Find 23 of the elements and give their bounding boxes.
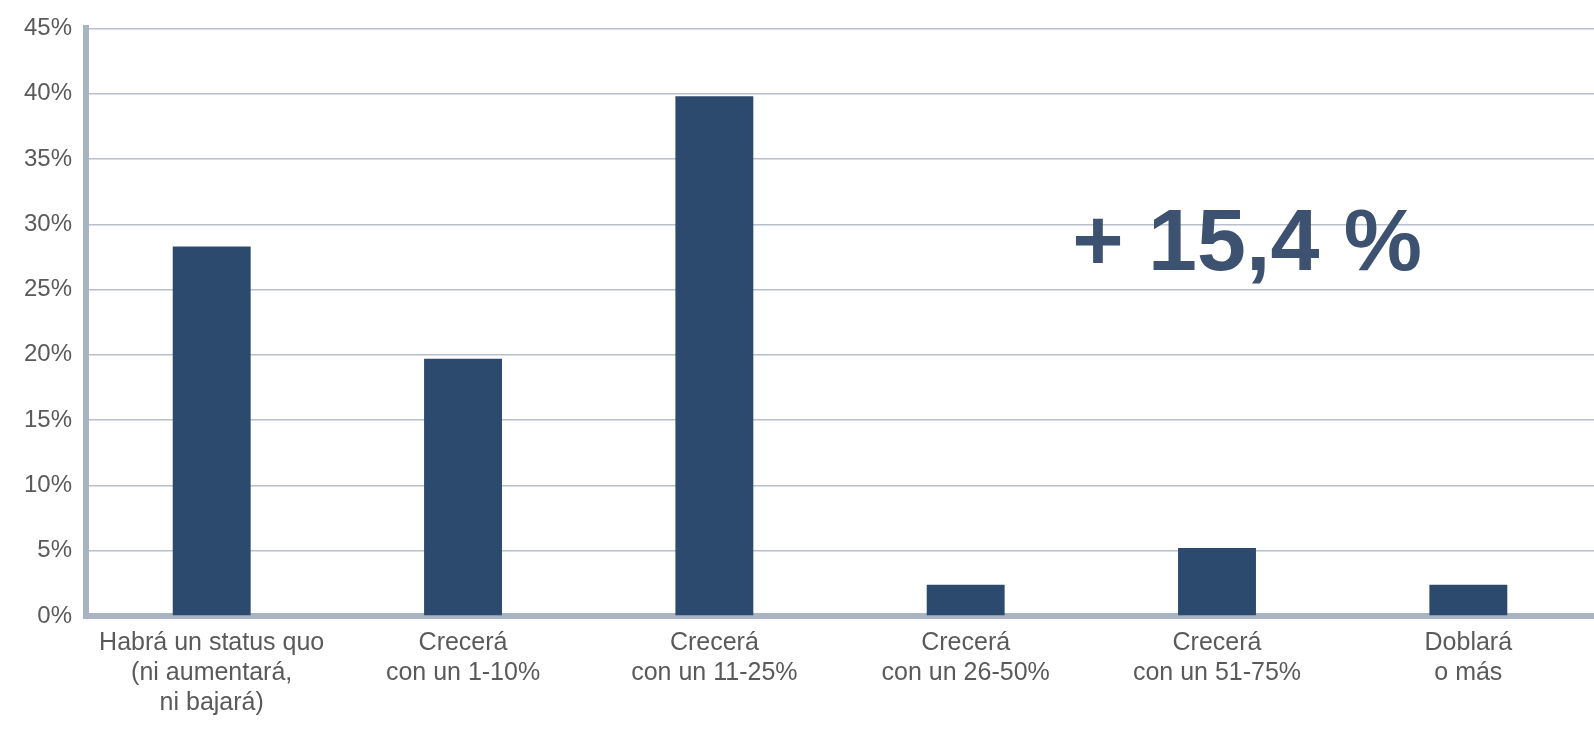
x-tick-label: Doblará o más [1424,626,1513,685]
y-tick-label: 25% [23,274,73,302]
x-tick-label: Crecerá con un 26-50% [881,626,1050,685]
bar [1178,548,1256,616]
annotation: + 15,4 % [1072,190,1423,290]
y-tick-label: 5% [37,535,73,563]
bar [172,246,251,616]
x-tick-label: Crecerá con un 1-10% [385,626,541,685]
y-tick-label: 10% [23,470,73,498]
y-tick-label: 0% [37,600,73,628]
bar [1429,584,1508,616]
y-tick-label: 15% [23,404,73,432]
x-tick-label: Crecerá con un 51-75% [1132,626,1302,685]
bar [926,584,1005,616]
x-tick-label: Habrá un status quo (ni aumentará, ni bajará) [99,626,325,715]
y-tick-label: 35% [23,143,73,171]
bar [675,96,754,616]
y-tick-label: 30% [23,208,73,236]
x-tick-label: Crecerá con un 11-25% [631,626,798,685]
y-tick-label: 40% [23,78,73,106]
y-tick-label: 45% [23,13,73,41]
bar [424,358,502,616]
y-tick-label: 20% [23,339,73,367]
